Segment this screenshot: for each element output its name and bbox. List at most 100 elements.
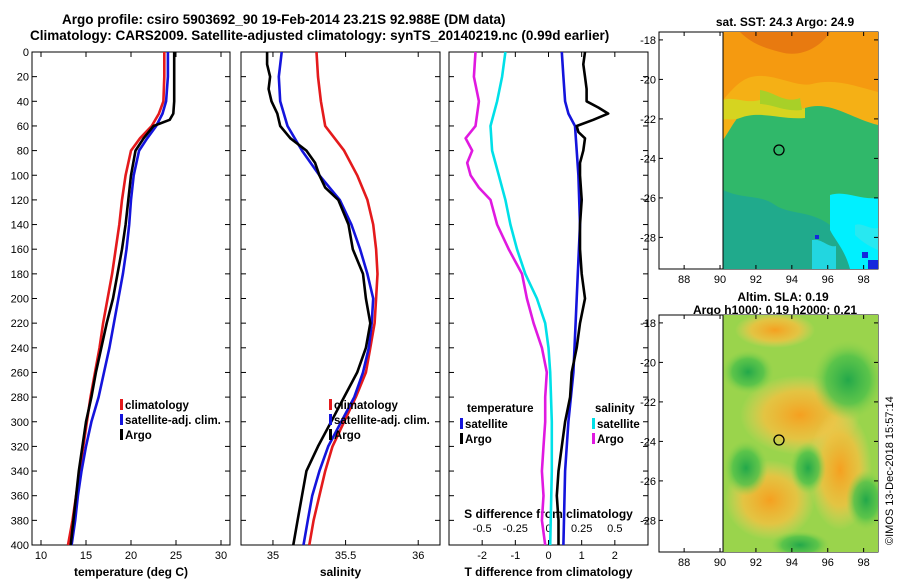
salinity-legend-swatch [329, 414, 332, 425]
depth-tick-label: 100 [11, 170, 29, 182]
difference-legend-label: satellite [465, 419, 508, 431]
salinity-x-tick-label: 35.5 [335, 550, 356, 562]
sst-lat-tick-label: -24 [640, 153, 656, 165]
imos-credit: ©IMOS 13-Dec-2018 15:57:14 [884, 396, 896, 545]
depth-tick-label: 120 [11, 195, 29, 207]
sla-lon-tick-label: 90 [714, 557, 726, 569]
salinity-x-tick-label: 35 [267, 550, 279, 562]
difference-series-satellite-salinity [489, 51, 554, 546]
salinity-legend-label: Argo [334, 430, 361, 442]
temperature-x-tick-label: 25 [170, 550, 182, 562]
depth-tick-label: 320 [11, 441, 29, 453]
difference-series-argo-salinity [464, 51, 549, 546]
sla-lat-tick-label: -24 [640, 436, 656, 448]
difference-legend-label: Argo [465, 434, 492, 446]
temperature-legend-swatch [120, 414, 123, 425]
sst-map: sat. SST: 24.3 Argo: 24.9 -18 -20 -22 -24 -2… [640, 15, 879, 286]
difference-legend-swatch [460, 418, 463, 429]
temperature-series-argo [69, 52, 176, 546]
sst-lon-tick-label: 98 [858, 274, 870, 286]
salinity-legend-label: satellite-adj. clim. [334, 415, 430, 427]
salinity-plot-frame [240, 51, 441, 546]
sla-map-title: Altim. SLA: 0.19 [737, 290, 829, 304]
difference-s-tick-label: -0.5 [473, 523, 492, 535]
temperature-legend-swatch [120, 399, 123, 410]
sst-lon-tick-label: 90 [714, 274, 726, 286]
difference-s-tick-label: 0.25 [571, 523, 592, 535]
sla-lat-tick-label: -22 [640, 397, 656, 409]
sst-lon-tick-label: 94 [786, 274, 798, 286]
depth-tick-label: 340 [11, 466, 29, 478]
sla-map-subtitle: Argo h1000: 0.19 h2000: 0.21 [693, 303, 857, 317]
sla-argo-location-marker [773, 434, 785, 446]
temperature-x-tick-label: 10 [35, 550, 47, 562]
difference-s-axis-label: S difference from climatology [464, 507, 633, 521]
temperature-x-tick-label: 30 [215, 550, 227, 562]
salinity-x-axis-label: salinity [320, 565, 362, 579]
depth-tick-label: 60 [17, 121, 29, 133]
sst-lon-tick-label: 88 [678, 274, 690, 286]
sla-lat-tick-label: -20 [640, 357, 656, 369]
sst-lat-tick-label: -22 [640, 114, 656, 126]
salinity-legend-swatch [329, 429, 332, 440]
sla-map-axes: -18 -20 -22 -24 -26 -28 88 90 92 94 96 98 [640, 315, 878, 569]
salinity-series-climatology [308, 51, 379, 546]
sst-lat-tick-label: -26 [640, 193, 656, 205]
sla-lon-tick-label: 96 [822, 557, 834, 569]
difference-s-tick-label: 0.5 [607, 523, 622, 535]
depth-tick-label: 20 [17, 72, 29, 84]
salinity-legend-label: climatology [334, 400, 399, 412]
difference-s-tick-label: -0.25 [503, 523, 528, 535]
sla-lon-tick-label: 92 [750, 557, 762, 569]
temperature-legend-label: Argo [125, 430, 152, 442]
sst-map-title: sat. SST: 24.3 Argo: 24.9 [716, 15, 855, 29]
depth-tick-label: 160 [11, 244, 29, 256]
sst-map-axes: -18 -20 -22 -24 -26 -28 88 90 92 94 96 98 [640, 32, 878, 286]
difference-legend-swatch [592, 433, 595, 444]
sst-field [723, 32, 878, 269]
depth-tick-label: 180 [11, 269, 29, 281]
temperature-x-axis-label: temperature (deg C) [74, 565, 188, 579]
difference-x-tick-label: 1 [579, 550, 585, 562]
temperature-legend-label: climatology [125, 400, 190, 412]
sst-lon-tick-label: 92 [750, 274, 762, 286]
temperature-legend-label: satellite-adj. clim. [125, 415, 221, 427]
temperature-plot-frame [31, 51, 231, 546]
depth-tick-label: 240 [11, 343, 29, 355]
temperature-x-tick-label: 20 [125, 550, 137, 562]
depth-tick-label: 300 [11, 417, 29, 429]
difference-s-tick-label: 0 [545, 523, 551, 535]
sla-field [723, 315, 878, 552]
salinity-panel: 35 35.5 36 salinity climatology satellite-adj… [240, 51, 441, 579]
sla-lon-tick-label: 98 [858, 557, 870, 569]
difference-series-satellite-temperature [560, 51, 582, 546]
salinity-legend-swatch [329, 399, 332, 410]
difference-x-tick-label: 0 [545, 550, 551, 562]
salinity-x-tick-label: 36 [412, 550, 424, 562]
sla-lat-tick-label: -28 [640, 515, 656, 527]
sla-lat-tick-label: -18 [640, 318, 656, 330]
depth-tick-label: 0 [23, 47, 29, 59]
salinity-series-satellite-adj-clim- [277, 51, 375, 546]
difference-x-tick-label: -1 [510, 550, 520, 562]
depth-tick-label: 360 [11, 491, 29, 503]
difference-x-axis-label: T difference from climatology [464, 565, 632, 579]
depth-tick-label: 80 [17, 146, 29, 158]
sla-map: Altim. SLA: 0.19 Argo h1000: 0.19 h2000:… [640, 290, 879, 569]
difference-x-tick-label: 2 [612, 550, 618, 562]
figure-title-line1: Argo profile: csiro 5903692_90 19-Feb-20… [62, 12, 506, 27]
depth-tick-label: 400 [11, 540, 29, 552]
depth-tick-label: 280 [11, 392, 29, 404]
depth-tick-label: 260 [11, 367, 29, 379]
temperature-panel: 0 20 40 60 80 100 120 140 160 180 200 220 240 260 280 3… [11, 47, 231, 579]
depth-tick-label: 40 [17, 96, 29, 108]
depth-tick-label: 220 [11, 318, 29, 330]
difference-x-tick-label: -2 [477, 550, 487, 562]
sst-lat-tick-label: -28 [640, 232, 656, 244]
difference-series-argo-temperature [555, 51, 610, 545]
sst-lat-tick-label: -18 [640, 35, 656, 47]
difference-legend-label: satellite [597, 419, 640, 431]
sst-lon-tick-label: 96 [822, 274, 834, 286]
sla-lon-tick-label: 88 [678, 557, 690, 569]
